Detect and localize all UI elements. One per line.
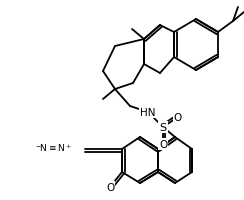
Text: O: O	[159, 139, 167, 149]
Text: O: O	[106, 182, 114, 192]
Text: O: O	[106, 182, 114, 192]
Text: S: S	[159, 122, 167, 132]
Text: $\mathsf{{}^{-\!}N{\equiv}N^+}$: $\mathsf{{}^{-\!}N{\equiv}N^+}$	[35, 141, 72, 153]
Text: HN: HN	[140, 107, 156, 117]
Text: S: S	[159, 122, 167, 132]
Text: HN: HN	[140, 107, 156, 117]
Text: O: O	[174, 112, 182, 122]
Text: O: O	[159, 139, 167, 149]
Text: O: O	[174, 112, 182, 122]
